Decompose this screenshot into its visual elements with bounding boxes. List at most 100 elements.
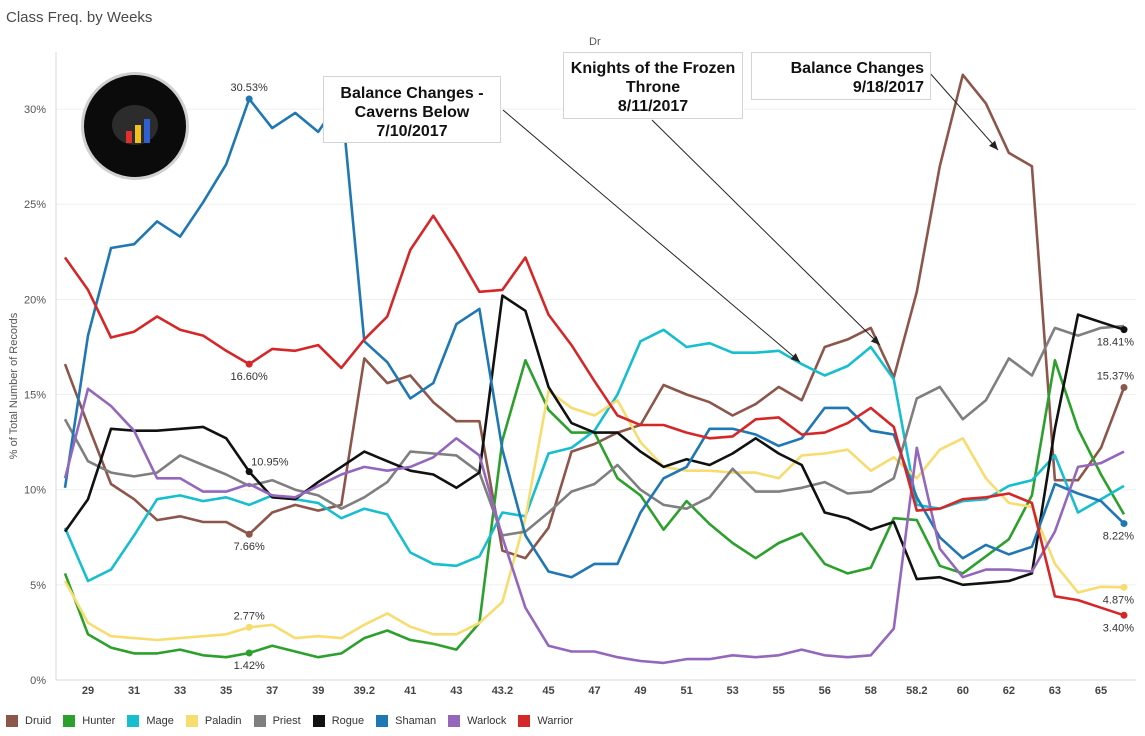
annotation-arrow — [651, 119, 881, 346]
annotation-frozen-throne: Knights of the Frozen Throne 8/11/2017 — [563, 52, 743, 119]
series-line-druid — [63, 73, 1126, 560]
x-tick-label: 55 — [773, 685, 785, 697]
legend-swatch — [6, 715, 18, 727]
x-tick-label: 33 — [174, 685, 186, 697]
legend-item-rogue[interactable]: Rogue — [312, 715, 365, 727]
series-line-rogue — [63, 294, 1125, 587]
legend-label: Warrior — [537, 715, 574, 727]
legend-label: Hunter — [82, 715, 116, 727]
y-tick-label: 25% — [24, 199, 46, 211]
chart-title: Class Freq. by Weeks — [6, 9, 153, 26]
point-label: 15.37% — [1097, 371, 1135, 383]
legend-item-priest[interactable]: Priest — [253, 715, 301, 727]
legend-swatch — [185, 715, 198, 727]
x-tick-label: 39 — [312, 685, 324, 697]
legend-swatch — [253, 715, 266, 727]
x-tick-label: 37 — [266, 685, 278, 697]
point-label: 2.77% — [234, 610, 265, 622]
logo-bar-1 — [126, 131, 132, 143]
gridlines — [56, 108, 1136, 586]
annotation-caverns-below: Balance Changes - Caverns Below 7/10/201… — [323, 76, 501, 143]
point-label: 7.66% — [234, 541, 265, 553]
legend-item-shaman[interactable]: Shaman — [376, 715, 436, 727]
logo-bar-3 — [144, 119, 150, 143]
annotation-balance-changes: Balance Changes 9/18/2017 — [751, 52, 931, 100]
series-line-shaman — [63, 96, 1125, 579]
arrow-head — [790, 353, 800, 362]
series-lines — [63, 73, 1126, 665]
y-tick-label: 30% — [24, 104, 46, 116]
annotation-arrow — [928, 71, 999, 151]
x-tick-label: 43 — [450, 685, 462, 697]
series-line-warrior — [63, 214, 1125, 617]
legend-label: Druid — [25, 715, 52, 727]
x-tick-label: 56 — [819, 685, 831, 697]
x-tick-label: 29 — [82, 685, 94, 697]
point-label: 10.95% — [251, 457, 289, 469]
y-tick-label: 20% — [24, 294, 46, 306]
point-marker — [245, 95, 253, 103]
point-marker — [1120, 384, 1128, 392]
x-tick-label: 47 — [588, 685, 600, 697]
x-tick-label: 35 — [220, 685, 232, 697]
legend-label: Mage — [146, 715, 174, 727]
x-tick-label: 31 — [128, 685, 140, 697]
point-marker — [1120, 611, 1128, 619]
legend-item-hunter[interactable]: Hunter — [63, 715, 115, 727]
legend-item-warlock[interactable]: Warlock — [448, 715, 506, 727]
legend-item-warrior[interactable]: Warrior — [518, 715, 573, 727]
point-marker — [1120, 520, 1128, 528]
legend-label: Paladin — [204, 715, 242, 727]
column-header: Dr — [589, 36, 601, 48]
legend-swatch — [312, 715, 325, 727]
legend-item-druid[interactable]: Druid — [6, 715, 51, 727]
axes: 0% 5% 10% 15% 20% 25% 30% % of Total Number of … — [8, 52, 1136, 697]
x-tick-label: 45 — [542, 685, 554, 697]
legend-swatch — [376, 715, 389, 727]
arrow-head — [870, 335, 880, 345]
y-tick-label: 5% — [30, 580, 46, 592]
legend-item-mage[interactable]: Mage — [127, 715, 174, 727]
x-tick-label: 65 — [1095, 685, 1107, 697]
logo-bar-2 — [135, 125, 141, 143]
legend-swatch — [127, 715, 140, 727]
series-line-priest — [63, 324, 1125, 537]
point-marker — [245, 530, 253, 538]
series-line-mage — [63, 328, 1125, 583]
point-marker — [245, 623, 253, 631]
arrow-head — [989, 140, 998, 150]
x-tick-label: 63 — [1049, 685, 1061, 697]
legend: Druid Hunter Mage Paladin Priest Rogue Shaman W… — [6, 712, 585, 730]
series-line-warlock — [63, 387, 1125, 665]
point-label: 3.40% — [1103, 622, 1134, 634]
point-marker — [1120, 583, 1128, 591]
series-line-paladin — [63, 389, 1125, 642]
point-label: 16.60% — [231, 371, 269, 383]
series-line-hunter — [63, 358, 1126, 659]
data-reaper-logo — [81, 72, 189, 180]
x-tick-label: 62 — [1003, 685, 1015, 697]
legend-label: Warlock — [467, 715, 507, 727]
y-tick-label: 10% — [24, 485, 46, 497]
annotation-arrows — [502, 71, 999, 363]
legend-label: Rogue — [331, 715, 365, 727]
x-tick-label: 60 — [957, 685, 969, 697]
point-label: 18.41% — [1097, 337, 1135, 349]
point-label: 1.42% — [234, 660, 265, 672]
point-marker — [245, 468, 253, 476]
legend-label: Shaman — [395, 715, 437, 727]
point-label: 4.87% — [1103, 594, 1134, 606]
legend-item-paladin[interactable]: Paladin — [185, 715, 242, 727]
x-tick-label: 49 — [634, 685, 646, 697]
x-tick-label: 43.2 — [492, 685, 513, 697]
point-marker — [1120, 326, 1128, 334]
x-tick-label: 53 — [727, 685, 739, 697]
x-tick-label: 39.2 — [354, 685, 375, 697]
point-label: 8.22% — [1103, 531, 1134, 543]
legend-swatch — [63, 715, 76, 727]
x-tick-label: 41 — [404, 685, 416, 697]
legend-label: Priest — [272, 715, 301, 727]
y-tick-label: 0% — [30, 675, 46, 687]
legend-swatch — [448, 715, 461, 727]
